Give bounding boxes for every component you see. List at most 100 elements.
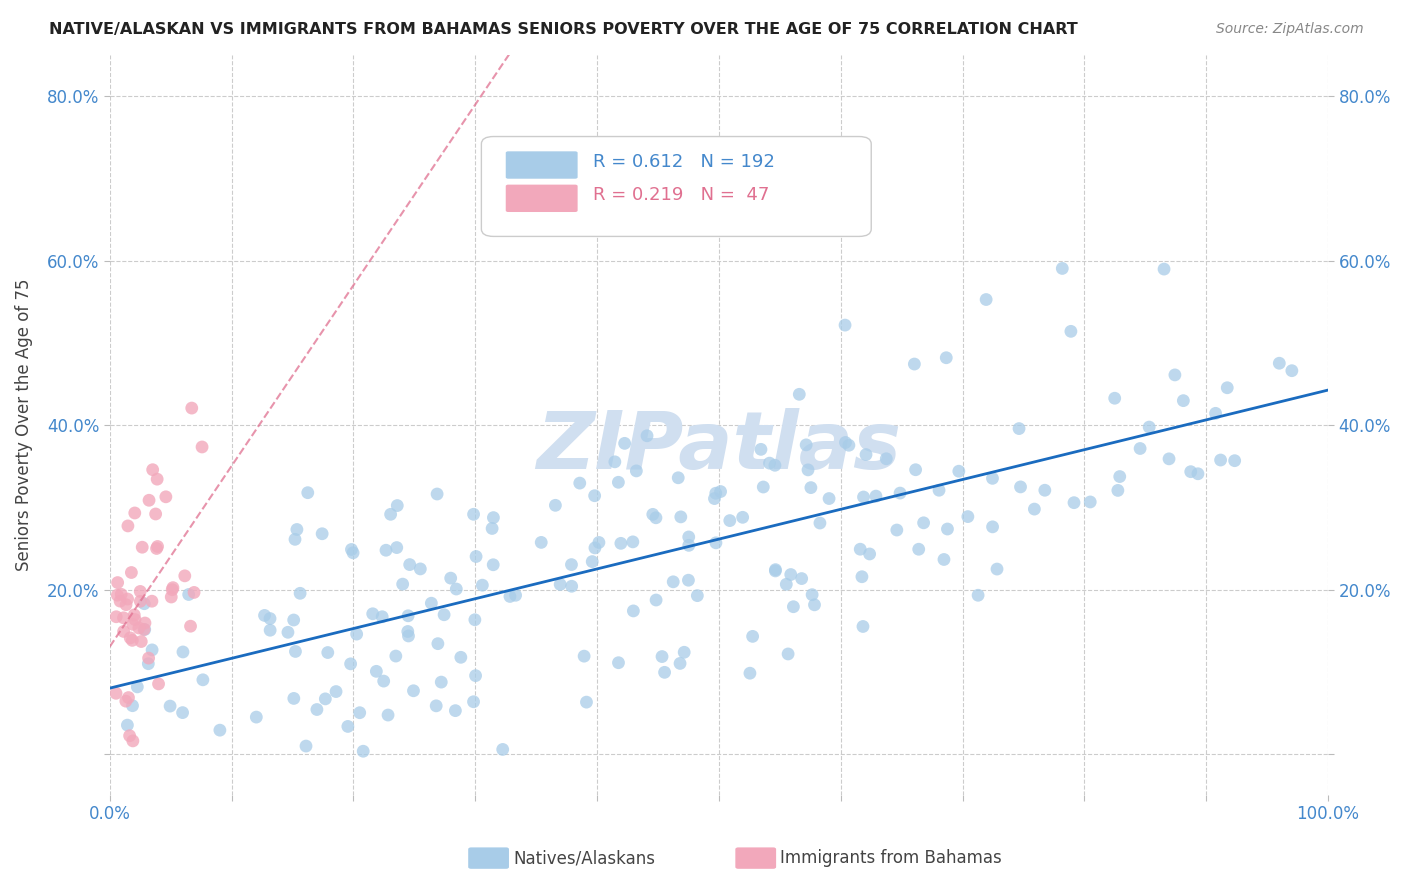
Point: [1008, 421, 1031, 435]
Point: [1205, 406, 1227, 420]
Point: [110, 587, 132, 601]
Point: [295, 739, 318, 753]
Point: [779, 567, 801, 582]
Point: [1024, 502, 1046, 516]
Point: [138, 493, 160, 508]
Point: [678, 573, 700, 587]
Point: [834, 435, 856, 450]
Point: [375, 543, 398, 558]
Point: [259, 611, 281, 625]
Point: [849, 542, 872, 557]
Point: [380, 508, 402, 522]
Point: [396, 624, 419, 639]
Point: [398, 629, 420, 643]
Point: [253, 608, 276, 623]
Point: [803, 598, 825, 612]
Point: [903, 357, 925, 371]
Point: [859, 547, 882, 561]
Point: [180, 401, 202, 415]
Point: [118, 729, 141, 743]
Point: [342, 546, 364, 560]
Point: [1060, 324, 1083, 338]
Point: [818, 491, 841, 506]
Point: [621, 534, 644, 549]
Point: [886, 523, 908, 537]
Point: [626, 464, 648, 478]
Point: [763, 564, 786, 578]
Point: [433, 607, 456, 622]
Point: [141, 643, 163, 657]
Point: [572, 649, 595, 664]
Point: [112, 624, 135, 639]
Point: [145, 507, 167, 521]
Point: [146, 472, 169, 486]
Point: [974, 293, 997, 307]
Point: [141, 594, 163, 608]
Point: [636, 429, 658, 443]
Point: [763, 458, 786, 473]
Point: [654, 665, 676, 680]
Point: [703, 491, 725, 506]
Point: [325, 684, 347, 698]
Point: [710, 484, 733, 499]
Point: [1108, 469, 1130, 483]
Point: [121, 698, 143, 713]
Point: [875, 451, 897, 466]
Point: [145, 541, 167, 556]
Point: [794, 438, 817, 452]
Point: [548, 577, 571, 591]
Point: [505, 588, 527, 602]
Point: [409, 562, 432, 576]
Point: [801, 588, 824, 602]
Point: [948, 464, 970, 478]
Point: [117, 519, 139, 533]
Point: [852, 490, 875, 504]
Point: [420, 596, 443, 610]
Point: [373, 674, 395, 689]
FancyBboxPatch shape: [506, 185, 578, 212]
Point: [855, 448, 877, 462]
Point: [782, 599, 804, 614]
Point: [284, 644, 307, 658]
Point: [366, 665, 388, 679]
Point: [718, 514, 741, 528]
Point: [686, 589, 709, 603]
Point: [172, 645, 194, 659]
Point: [678, 538, 700, 552]
Point: [797, 463, 820, 477]
Point: [912, 516, 935, 530]
Point: [136, 657, 159, 671]
Point: [396, 608, 419, 623]
Point: [385, 648, 408, 663]
Point: [752, 480, 775, 494]
Point: [1216, 381, 1239, 395]
Point: [932, 552, 955, 566]
Point: [155, 490, 177, 504]
Point: [180, 619, 202, 633]
Point: [851, 570, 873, 584]
Text: R = 0.612   N = 192: R = 0.612 N = 192: [593, 153, 775, 170]
Point: [297, 485, 319, 500]
Point: [160, 590, 183, 604]
Point: [936, 522, 959, 536]
Point: [560, 558, 582, 572]
Point: [651, 649, 673, 664]
Point: [778, 647, 800, 661]
Text: Immigrants from Bahamas: Immigrants from Bahamas: [780, 849, 1002, 867]
Point: [956, 509, 979, 524]
Text: NATIVE/ALASKAN VS IMMIGRANTS FROM BAHAMAS SENIORS POVERTY OVER THE AGE OF 75 COR: NATIVE/ALASKAN VS IMMIGRANTS FROM BAHAMA…: [49, 22, 1078, 37]
Point: [790, 572, 813, 586]
Point: [749, 442, 772, 457]
Point: [935, 351, 957, 365]
Point: [482, 558, 505, 572]
Point: [132, 623, 155, 637]
Point: [904, 463, 927, 477]
Point: [986, 562, 1008, 576]
Point: [183, 585, 205, 599]
Point: [603, 455, 626, 469]
Point: [1268, 356, 1291, 370]
FancyBboxPatch shape: [481, 136, 872, 236]
Point: [134, 623, 156, 637]
Point: [1187, 467, 1209, 481]
Point: [758, 456, 780, 470]
